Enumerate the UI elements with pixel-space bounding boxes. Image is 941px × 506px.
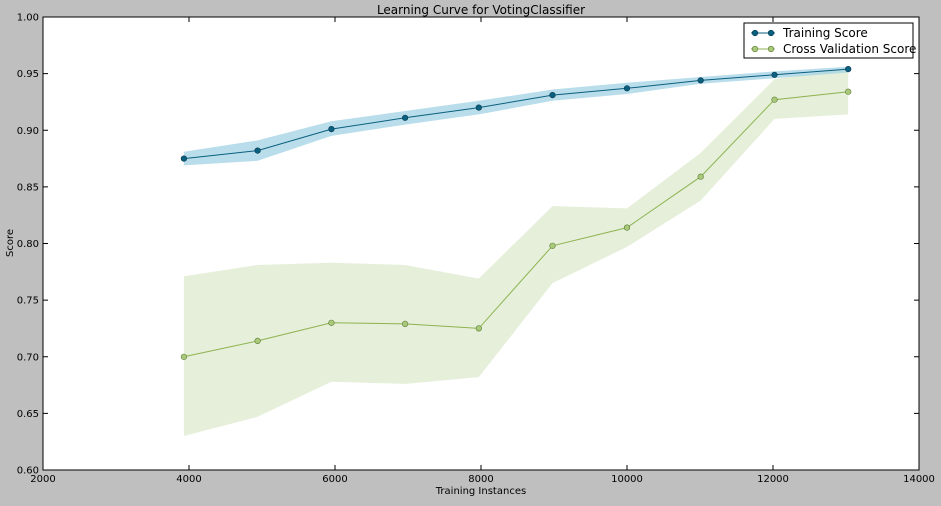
cv-score-line	[183, 91, 849, 358]
x-axis-ticks: 2000 4000 6000 8000 10000 12000 14000	[30, 17, 935, 485]
y-tick-label: 0.65	[17, 409, 39, 420]
x-axis-label: Training Instances	[435, 486, 526, 497]
training-score-point	[475, 104, 482, 111]
cv-score-point	[180, 353, 187, 360]
cv-confidence-band	[183, 68, 849, 436]
training-confidence-band	[183, 66, 849, 166]
training-score-point	[623, 85, 631, 92]
y-tick-label: 0.95	[17, 69, 39, 80]
training-score-point	[771, 71, 778, 78]
x-tick-label: 4000	[176, 474, 201, 485]
cv-score-point	[549, 242, 556, 249]
legend-label-training: Training Score	[782, 26, 868, 40]
y-tick-label: 0.70	[17, 352, 39, 363]
series-markers	[180, 65, 852, 360]
y-tick-label: 0.75	[17, 296, 39, 307]
chart-title: Learning Curve for VotingClassifier	[377, 3, 585, 17]
cv-score-point	[771, 96, 778, 103]
x-tick-label: 6000	[322, 474, 347, 485]
x-tick-label: 14000	[903, 474, 935, 485]
x-tick-label: 10000	[611, 474, 643, 485]
legend-marker-training	[751, 29, 759, 37]
x-tick-label: 2000	[30, 474, 55, 485]
y-axis-ticks: 0.60 0.65 0.70 0.75 0.80 0.85 0.90 0.95 1.00	[17, 13, 919, 477]
training-score-point	[845, 65, 852, 73]
cv-score-point	[623, 224, 631, 231]
y-tick-label: 0.85	[17, 182, 39, 193]
legend-box	[743, 22, 914, 59]
x-tick-label: 8000	[468, 474, 493, 485]
legend-label-cv: Cross Validation Score	[783, 42, 916, 56]
training-score-point	[402, 114, 409, 121]
legend: Training Score Cross Validation Score	[743, 22, 916, 59]
x-tick-label: 12000	[757, 474, 789, 485]
training-score-line	[183, 68, 849, 160]
training-score-point	[697, 77, 704, 84]
training-score-point	[328, 126, 335, 133]
training-score-point	[180, 155, 187, 162]
y-tick-label: 0.80	[17, 239, 39, 250]
confidence-bands	[183, 66, 849, 436]
y-tick-label: 0.60	[17, 466, 39, 477]
cv-score-point	[402, 320, 409, 328]
series-lines	[183, 68, 849, 358]
cv-score-point	[475, 325, 482, 332]
y-tick-label: 0.90	[17, 126, 39, 137]
cv-score-point	[697, 173, 704, 180]
legend-marker-training	[767, 29, 775, 37]
cv-score-point	[845, 88, 852, 95]
training-score-point	[549, 91, 556, 99]
cv-score-point	[328, 319, 335, 326]
y-tick-label: 1.00	[17, 13, 39, 24]
training-score-point	[254, 147, 261, 154]
legend-marker-cv	[751, 45, 759, 53]
legend-marker-cv	[767, 45, 775, 53]
cv-score-point	[254, 337, 261, 345]
y-axis-label: Score	[5, 229, 16, 257]
